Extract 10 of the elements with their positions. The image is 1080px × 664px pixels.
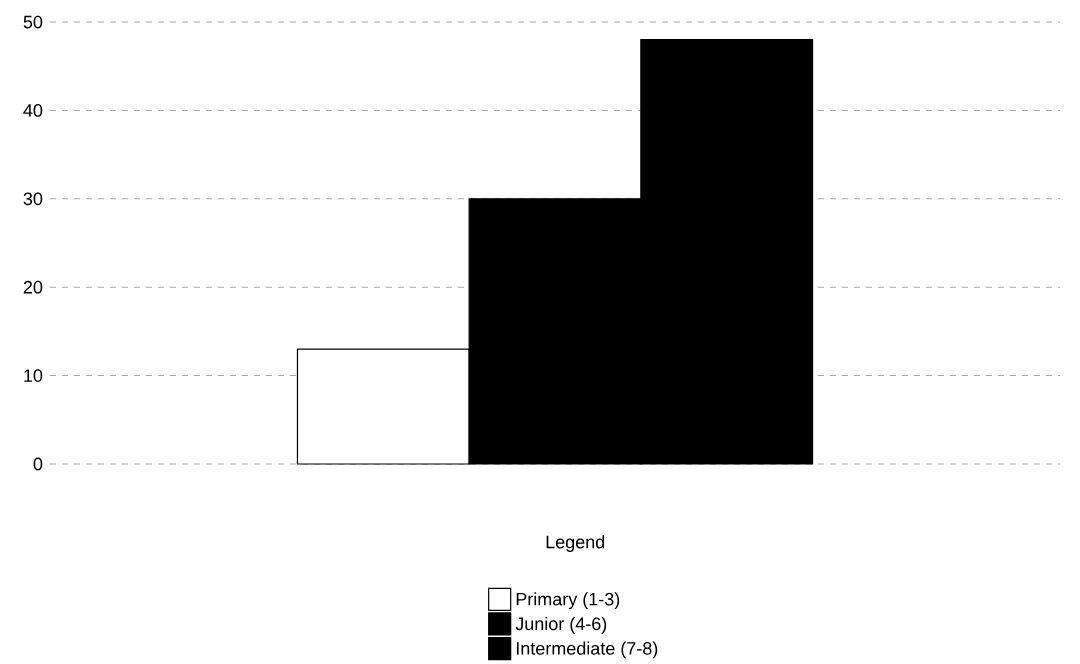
y-tick-label: 40 (23, 104, 43, 117)
y-tick-label: 30 (23, 192, 43, 206)
legend-label: Intermediate (7-8) (516, 641, 658, 659)
y-tick-label: 0 (33, 457, 43, 471)
y-tick-label: 10 (24, 369, 43, 382)
legend-label: Primary (1-3) (516, 592, 620, 610)
y-tick-label: 50 (23, 15, 43, 29)
legend-label: Junior (4-6) (515, 616, 607, 634)
legend-title: Legend (546, 535, 605, 552)
y-tick-label: 20 (23, 280, 43, 294)
